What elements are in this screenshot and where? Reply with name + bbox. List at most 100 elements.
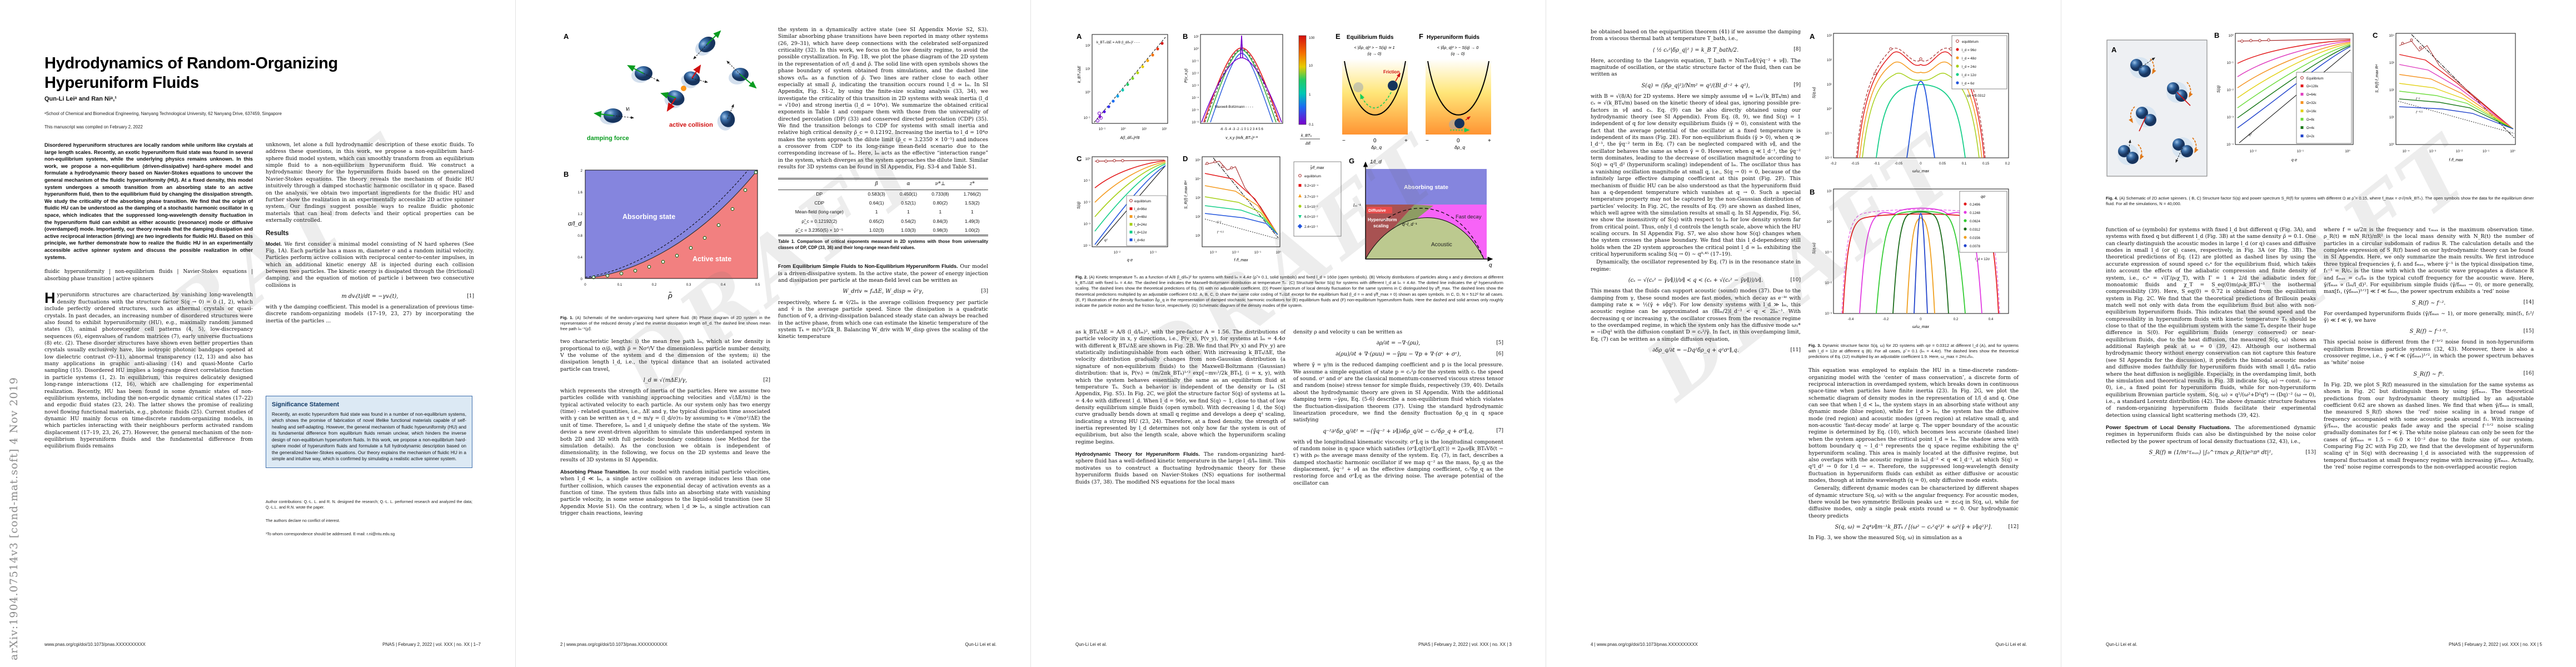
equilibrium-points: [1096, 159, 1124, 163]
paragraph: density ρ and velocity u can be written …: [1293, 329, 1403, 335]
equation-12: S(q, ω) = 2q⁴ν∥m⁻¹k_BTₖ / [(ω² − cₛ²q²)²…: [1835, 524, 2019, 531]
figure-4-caption: Fig. 4. (A) Schematic of 2D active spinn…: [2106, 196, 2534, 207]
equation-11: ∂δρ_q/∂t = −Dq²δρ_q + q²σʳ∥,q. [11]: [1652, 347, 1801, 354]
svg-text:10⁰: 10⁰: [1827, 220, 1832, 224]
f2-label: f⁻²: [2416, 97, 2420, 101]
svg-text:l_d=96σ: l_d=96σ: [1134, 207, 1147, 211]
svg-text:l_d=6σ: l_d=6σ: [1134, 238, 1145, 242]
svg-text:A: A: [2111, 46, 2117, 54]
paragraph: respectively, where fₐ ≡ v̄/2lₘ is the a…: [778, 299, 988, 340]
svg-text:equilibrium: equilibrium: [1962, 40, 1979, 44]
footer-doi: www.pnas.org/cgi/doi/10.1073/pnas.XXXXXX…: [44, 642, 146, 647]
svg-text:0: 0: [1457, 138, 1460, 144]
equilibrium-points: [2240, 38, 2270, 43]
paragraph: be obtained based on the equipartition t…: [1591, 29, 1801, 42]
figure-4-panel-b: B Equilibrium Ω=128ε Ω=64ε: [2214, 31, 2354, 162]
table-row: ρ̃_c = 0.12192(2) 0.65(2) 0.54(2) 0.84(3) 1.…: [801, 218, 980, 224]
paragraph: Here, according to the Langevin equation…: [1591, 57, 1801, 78]
svg-text:D: D: [1183, 155, 1188, 163]
table-1-caption: Table 1. Comparison of critical exponent…: [778, 239, 988, 250]
svg-text:Ω=64ε: Ω=64ε: [2306, 93, 2316, 97]
x-axis-label: ρ̃: [667, 291, 672, 300]
svg-text:B: B: [564, 170, 569, 178]
footer-authors: Qun-Li Lei et al.: [1075, 642, 1107, 647]
footer-doi: 2 | www.pnas.org/cgi/doi/10.1073/pnas.XX…: [560, 642, 667, 647]
svg-text:10⁻²: 10⁻²: [2227, 88, 2234, 92]
equation-6: ∂(ρu)/∂t + ∇·(ρuu) = −γ̃ρu − ∇p + ∇·(σᵛ …: [1336, 351, 1503, 358]
figure-2-panel-c: C equilibrium l_d=96σ l_d=48σ l_d=24σ: [1077, 155, 1168, 262]
fig4c-xlabel: f /f_max: [2449, 158, 2463, 162]
svg-text:10⁻⁵: 10⁻⁵: [1192, 108, 1199, 112]
svg-text:0.4: 0.4: [1989, 317, 1994, 321]
svg-text:0.2: 0.2: [1954, 317, 1959, 321]
figure-2-panel-a: A k_BTₖ/ΔE = A/8 (l_d/lₘ)² - - - 10² 10¹ 1…: [1077, 32, 1168, 140]
particle: [717, 104, 735, 131]
panel-e-title: Equilibrium fluids: [1347, 34, 1394, 41]
model-runin: Model.: [266, 241, 282, 247]
svg-text:10²: 10²: [2389, 88, 2394, 92]
svg-text:10⁻⁴: 10⁻⁴: [1083, 244, 1090, 248]
panel-d-ylabel: S_R(f) f_max R⁴: [1184, 181, 1188, 209]
paragraph: This equation was employed to explain th…: [1808, 367, 2019, 484]
section-paragraph: From Equilibrium Simple Fluids to Non-Eq…: [778, 263, 988, 284]
svg-text:10⁻¹: 10⁻¹: [2227, 61, 2234, 65]
svg-text:10¹: 10¹: [2389, 116, 2394, 120]
compiled-date: This manuscript was compiled on February…: [44, 125, 143, 130]
table-row: DP 0.583(3) 0.450(1) 0.733(8) 1.766(2): [816, 191, 981, 197]
svg-text:l_d=24σ: l_d=24σ: [1134, 223, 1147, 227]
footer-authors: Qun-Li Lei et al.: [965, 642, 996, 647]
svg-text:9.2×10⁻⁴: 9.2×10⁻⁴: [1304, 184, 1318, 188]
svg-text:0.05: 0.05: [1939, 162, 1946, 166]
y-axis-label: σ/l_d: [568, 221, 582, 227]
svg-text:10⁻²: 10⁻²: [2250, 150, 2256, 153]
svg-text:0.2: 0.2: [652, 283, 657, 287]
f2-label: f⁻²: [1217, 221, 1222, 225]
spinner-dimer: [2166, 82, 2193, 106]
page-2: DRAFT A: [515, 0, 1031, 667]
figure-2-panel-g: G 1/l_d q lₘ⁻¹ Absorbing state Diffusive…: [1349, 157, 1493, 268]
svg-text:-0.15: -0.15: [1851, 162, 1860, 166]
svg-text:0.0156: 0.0156: [1970, 236, 1980, 240]
fig3b-xlabel: ω/ω_max: [1912, 325, 1929, 329]
fig3a-ylabel: S(q,ω): [1812, 87, 1816, 98]
equation-5: ∂ρ/∂t = −∇·(ρu), [5]: [1376, 340, 1503, 347]
svg-text:10⁰: 10⁰: [2510, 150, 2515, 153]
svg-text:10¹: 10¹: [1827, 190, 1832, 193]
equation-3: W_driv ≃ fₐΔE, W_disp ≃ v̄²γ, [3]: [843, 288, 988, 295]
svg-text:G: G: [1349, 157, 1354, 165]
svg-text:equilibrium: equilibrium: [1304, 175, 1321, 178]
svg-text:0.0078: 0.0078: [1970, 245, 1980, 248]
svg-text:E: E: [1336, 32, 1341, 41]
after-eq1: with γ the damping coefficient. This mod…: [266, 304, 474, 324]
figure-3-caption: Fig. 3. Dynamic structure factor S(q, ω)…: [1808, 342, 2019, 360]
svg-text:B: B: [1810, 188, 1815, 196]
section-runin: Power Spectrum of Local Density Fluctuat…: [2106, 425, 2231, 431]
panel-f-xlabel: δρ_q: [1454, 145, 1465, 150]
page4-right-column: A equilibrium l_d = 96σ l_d = 48σ l_d = …: [1808, 29, 2019, 543]
spinner-dimer: [2117, 140, 2144, 165]
svg-text:-0.4: -0.4: [1848, 317, 1854, 321]
svg-text:1.6: 1.6: [577, 191, 582, 195]
svg-text:10⁻¹: 10⁻¹: [2297, 150, 2304, 153]
conflict-statement: The authors declare no conflict of inter…: [266, 518, 340, 523]
svg-text:−: −: [1426, 138, 1429, 144]
svg-text:10⁻³: 10⁻³: [1192, 84, 1199, 88]
svg-text:10⁻⁴: 10⁻⁴: [2226, 143, 2234, 147]
rainbow-data-points: [1095, 42, 1164, 123]
footer-journal: PNAS | February 2, 2022 | vol. XXX | no.…: [382, 642, 481, 647]
footer-authors: Qun-Li Lei et al.: [1995, 642, 2027, 647]
page-4: DRAFT be obtained based on the equiparti…: [1546, 0, 2061, 667]
phase-boundary-points: [591, 171, 758, 280]
svg-text:10⁻¹: 10⁻¹: [1825, 132, 1832, 136]
equation-7: q⁻²∂²δρ_q/∂t² = −(γ̃q⁻² + ν∥)∂δρ_q/∂t − …: [1323, 428, 1503, 435]
f05-label: f⁻⁰·⁵: [2416, 111, 2423, 115]
svg-text:10²: 10²: [1085, 44, 1090, 48]
fig3b-ylabel: S(q,ω): [1812, 243, 1816, 255]
svg-text:10²: 10²: [1195, 215, 1200, 219]
svg-text:0.15: 0.15: [1982, 162, 1990, 166]
active-collision-label: active collision: [669, 122, 713, 128]
svg-text:-6 -5 -4 -3 -2 -1 0 1 2 3: -6 -5 -4 -3 -2 -1 0 1 2 3 4 5 6: [1220, 127, 1263, 131]
svg-text:10⁵: 10⁵: [1195, 158, 1201, 162]
svg-text:10⁻¹: 10⁻¹: [1084, 179, 1090, 183]
dropcap: H: [44, 290, 56, 307]
